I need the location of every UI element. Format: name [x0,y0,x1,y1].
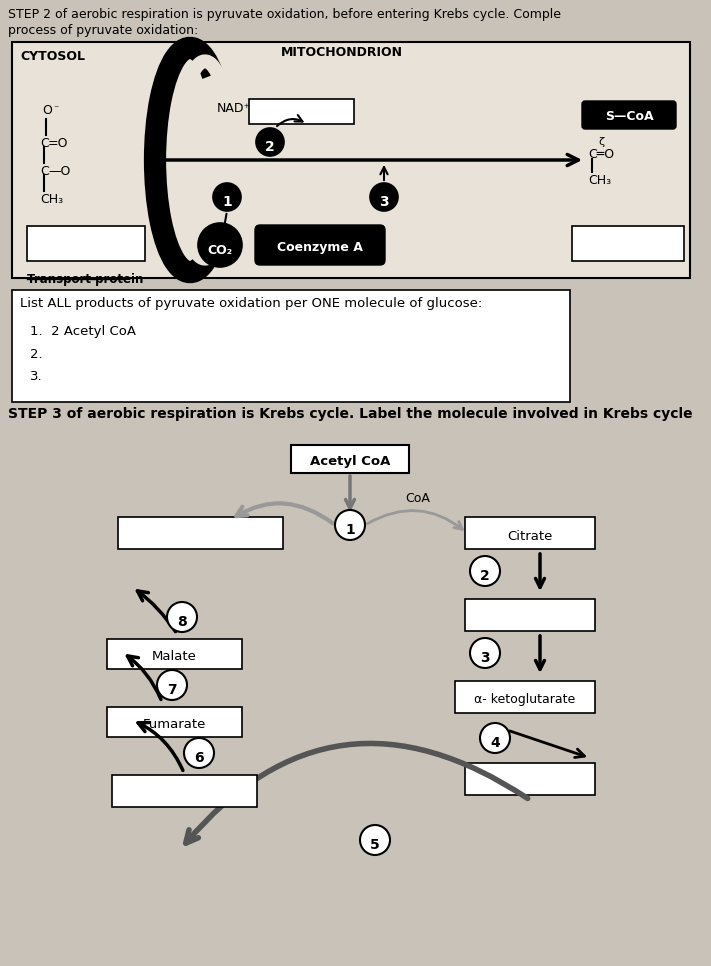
Bar [465,517,595,549]
Text: C: C [40,137,49,150]
Text: 1: 1 [345,523,355,537]
Text: 3.: 3. [30,370,43,383]
Text: Acetyl CoA: Acetyl CoA [310,456,390,469]
Text: —O: —O [48,165,70,178]
Text: Coenzyme A: Coenzyme A [277,242,363,254]
Text: NAD⁺: NAD⁺ [217,102,251,116]
Bar [12,290,570,402]
Text: process of pyruvate oxidation:: process of pyruvate oxidation: [8,24,198,37]
Text: 2: 2 [480,569,490,583]
Bar [465,763,595,795]
Text: 8: 8 [177,615,187,629]
Text: S—CoA: S—CoA [604,109,653,123]
Text: C: C [40,165,49,178]
Text: α- ketoglutarate: α- ketoglutarate [474,694,576,706]
Circle shape [256,128,284,156]
Text: List ALL products of pyruvate oxidation per ONE molecule of glucose:: List ALL products of pyruvate oxidation … [20,298,482,310]
Text: CH₃: CH₃ [588,174,611,187]
Circle shape [370,183,398,211]
Text: ζ: ζ [598,137,604,147]
Bar [291,445,409,473]
Bar [455,681,595,713]
Text: CH₃: CH₃ [40,193,63,206]
Bar [465,599,595,631]
Text: 2: 2 [265,140,275,154]
Circle shape [167,602,197,632]
Text: 5: 5 [370,838,380,852]
Text: 1.  2 Acetyl CoA: 1. 2 Acetyl CoA [30,326,136,338]
Text: Fumarate: Fumarate [143,719,206,731]
FancyBboxPatch shape [582,101,676,129]
Text: Malate: Malate [152,650,197,664]
Text: ⁻: ⁻ [53,104,58,114]
Text: 1: 1 [222,195,232,209]
Circle shape [335,510,365,540]
Circle shape [184,738,214,768]
Text: 4: 4 [490,736,500,750]
Text: Citrate: Citrate [508,529,552,543]
Text: Transport protein: Transport protein [27,273,144,287]
Bar [12,42,690,278]
Bar [107,639,242,669]
Text: 2.: 2. [30,348,43,360]
Text: 3: 3 [480,651,490,665]
Text: STEP 2 of aerobic respiration is pyruvate oxidation, before entering Krebs cycle: STEP 2 of aerobic respiration is pyruvat… [8,8,561,21]
Text: 3: 3 [379,195,389,209]
Circle shape [360,825,390,855]
Bar [112,775,257,807]
Circle shape [157,670,187,700]
Circle shape [470,638,500,668]
Text: STEP 3 of aerobic respiration is Krebs cycle. Label the molecule involved in Kre: STEP 3 of aerobic respiration is Krebs c… [8,407,693,421]
Text: CYTOSOL: CYTOSOL [20,49,85,63]
Circle shape [213,183,241,211]
Text: CO₂: CO₂ [208,244,232,258]
Circle shape [470,556,500,586]
Circle shape [198,223,242,267]
Bar [118,517,283,549]
Text: 7: 7 [167,683,177,697]
Text: =O: =O [48,137,68,150]
Text: O: O [42,104,52,117]
Bar [27,226,145,261]
Text: C═O: C═O [588,148,614,161]
Circle shape [480,723,510,753]
Bar [107,707,242,737]
FancyBboxPatch shape [255,225,385,265]
Text: MITOCHONDRION: MITOCHONDRION [281,45,403,59]
Text: CoA: CoA [405,492,430,504]
Bar [249,99,354,124]
Bar [572,226,684,261]
Text: 6: 6 [194,751,204,765]
